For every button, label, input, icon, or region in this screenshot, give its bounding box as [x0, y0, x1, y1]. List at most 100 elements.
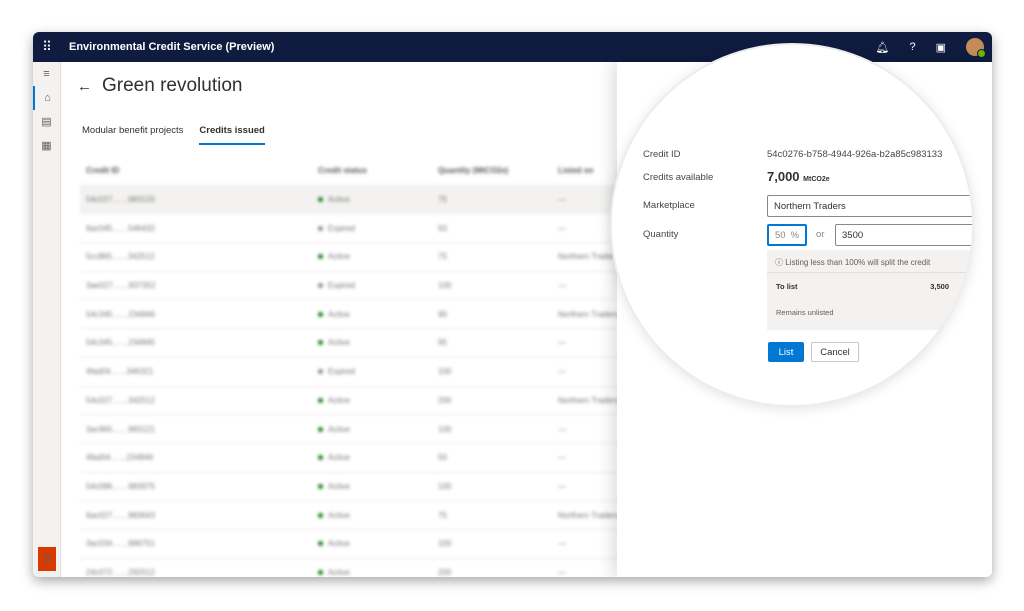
table-row[interactable]: 54c027……983133 Active 75 —	[80, 185, 640, 215]
quantity-cell: 95	[438, 338, 558, 347]
tab-modular-benefit-projects[interactable]: Modular benefit projects	[82, 125, 184, 136]
marketplace-select[interactable]: Northern Traders	[767, 195, 972, 217]
status-dot-icon	[318, 512, 323, 518]
col-credit-status[interactable]: Credit status	[318, 166, 367, 176]
cell-text: Active	[328, 567, 350, 577]
hamburger-menu-icon[interactable]: ≡	[43, 68, 50, 80]
credit-id-cell: 6ac027……983643	[80, 511, 318, 520]
table-row[interactable]: 54c345……234846 Active 90 Northern Traders	[80, 300, 640, 330]
listed-on-cell: —	[558, 367, 638, 376]
to-list-value: 3,500	[930, 282, 949, 291]
status-cell: Expired	[318, 281, 438, 290]
credits-table: Credit ID Credit status Quantity (MtCO2e…	[80, 157, 640, 577]
avatar[interactable]	[966, 38, 986, 58]
listed-on-cell: —	[558, 281, 638, 290]
cell-text: 200	[438, 567, 452, 577]
table-row[interactable]: 54c086……983975 Active 100 —	[80, 473, 640, 502]
tab-credits-issued[interactable]: Credits issued	[199, 125, 265, 145]
cell-text: 3ac965……983121	[86, 424, 155, 434]
cell-text: Active	[328, 510, 350, 520]
left-nav-rail: ≡ ⌂ ▤ ▦ S	[33, 62, 61, 577]
app-launcher-icon[interactable]: ⠿	[42, 39, 52, 54]
percent-sign: %	[790, 229, 799, 241]
credit-id-cell: 54c345……234845	[80, 338, 318, 347]
projects-icon[interactable]: ▤	[41, 116, 52, 128]
cell-text: Expired	[328, 281, 356, 291]
quantity-cell: 100	[438, 425, 558, 434]
table-row[interactable]: 6ac027……983643 Active 75 Northern Traders	[80, 501, 640, 530]
info-icon: ⓘ	[775, 258, 783, 267]
status-dot-icon	[318, 483, 323, 489]
back-arrow-icon[interactable]: ←	[77, 78, 92, 95]
col-listed-on[interactable]: Listed on	[558, 166, 594, 176]
credit-id-cell: 54c345……234846	[80, 310, 318, 319]
table-row[interactable]: 24c072……292512 Active 200 —	[80, 559, 640, 577]
cell-text: —	[558, 453, 566, 463]
status-dot-icon	[318, 254, 323, 260]
status-cell: Expired	[318, 224, 438, 233]
quantity-value-input[interactable]: 3500	[835, 224, 972, 246]
quantity-cell: 100	[438, 367, 558, 376]
cell-text: 54c027……342512	[86, 395, 155, 405]
cell-text: Active	[328, 252, 350, 262]
table-row[interactable]: 5cc865……342512 Active 75 Northern Traders	[80, 243, 640, 272]
cell-text: Active	[328, 395, 350, 405]
table-row[interactable]: 4fad04……234846 Active 50 —	[80, 444, 640, 473]
status-cell: Active	[318, 425, 438, 434]
table-row[interactable]: 6ac045……546432 Expired 50 —	[80, 214, 640, 244]
home-icon[interactable]: ⌂	[33, 86, 60, 110]
status-cell: Active	[318, 568, 438, 577]
table-row[interactable]: 3ac034……986751 Active 100 —	[80, 530, 640, 559]
credit-id-cell: 3ac965……983121	[80, 425, 318, 434]
credits-unit: MtCO2e	[803, 176, 830, 183]
feedback-icon[interactable]: ▣	[935, 41, 946, 54]
cell-text: Northern Traders	[558, 252, 619, 262]
quantity-cell: 100	[438, 539, 558, 548]
user-badge[interactable]: S	[38, 547, 56, 571]
col-quantity[interactable]: Quantity (MtCO2e)	[438, 166, 509, 176]
cancel-button[interactable]: Cancel	[811, 342, 859, 362]
credit-id-cell: 54c086……983975	[80, 482, 318, 491]
app-title: Environmental Credit Service (Preview)	[69, 41, 275, 53]
table-row[interactable]: 3ac965……983121 Active 100 —	[80, 415, 640, 444]
marketplace-label: Marketplace	[643, 200, 695, 211]
quantity-percent-input[interactable]: 50%	[767, 224, 807, 246]
status-dot-icon	[318, 311, 323, 317]
cell-text: —	[558, 223, 566, 233]
cell-text: Active	[328, 338, 350, 348]
table-row[interactable]: 4fad04……346321 Expired 100 —	[80, 358, 640, 387]
quantity-cell: 75	[438, 511, 558, 520]
or-label: or	[816, 229, 825, 240]
status-dot-icon	[318, 340, 323, 346]
to-list-label: To list	[776, 282, 798, 291]
listed-on-cell: Northern Traders	[558, 396, 638, 405]
cell-text: —	[558, 367, 566, 377]
marketplace-value: Northern Traders	[774, 200, 846, 212]
status-cell: Active	[318, 482, 438, 491]
credits-available-value: 7,000 MtCO2e	[767, 169, 830, 184]
status-cell: Active	[318, 396, 438, 405]
credits-icon[interactable]: ▦	[41, 140, 52, 152]
cell-text: 4fad04……346321	[86, 367, 154, 377]
cell-text: 100	[438, 424, 452, 434]
status-cell: Active	[318, 195, 438, 204]
list-button[interactable]: List	[768, 342, 804, 362]
help-icon[interactable]: ?	[909, 41, 916, 53]
listed-on-cell: —	[558, 425, 638, 434]
listed-on-cell: —	[558, 568, 638, 577]
col-credit-id[interactable]: Credit ID	[86, 166, 120, 176]
credit-id-cell: 6ac045……546432	[80, 224, 318, 233]
notification-bell-icon[interactable]: 🔔︎	[875, 41, 890, 54]
split-info-box: ⓘ Listing less than 100% will split the …	[767, 250, 972, 330]
table-row[interactable]: 54c345……234845 Active 95 —	[80, 329, 640, 358]
credits-available-label: Credits available	[643, 172, 714, 183]
table-row[interactable]: 3ae027……837352 Expired 100 —	[80, 272, 640, 301]
credit-id-cell: 54c027……342512	[80, 396, 318, 405]
listed-on-cell: —	[558, 453, 638, 462]
table-row[interactable]: 54c027……342512 Active 200 Northern Traders	[80, 387, 640, 416]
status-dot-icon	[318, 541, 323, 547]
cell-text: 100	[438, 539, 452, 549]
quantity-cell: 50	[438, 224, 558, 233]
listed-on-cell: Northern Traders	[558, 310, 638, 319]
cell-text: 54c027……983133	[86, 195, 155, 205]
